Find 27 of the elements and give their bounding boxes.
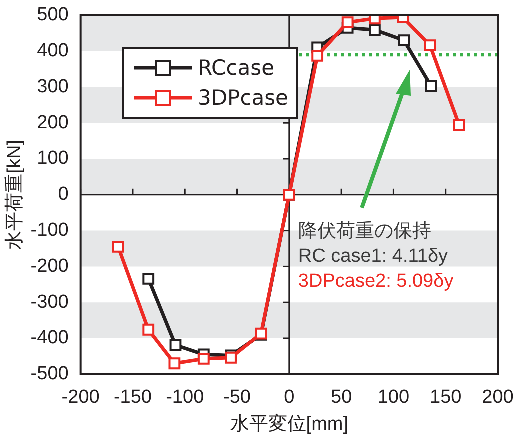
y-tick-label: -500 bbox=[30, 364, 69, 385]
y-tick-label: 0 bbox=[58, 184, 69, 206]
x-tick-label: 0 bbox=[284, 387, 295, 408]
y-tick-label: 200 bbox=[37, 112, 69, 134]
y-tick-label: -300 bbox=[30, 292, 69, 313]
x-tick-label: 150 bbox=[430, 387, 462, 408]
y-tick-label: 100 bbox=[37, 148, 69, 170]
y-tick-label: -200 bbox=[30, 256, 69, 277]
legend-label: RCcase bbox=[198, 56, 274, 80]
y-tick-label: 300 bbox=[37, 76, 69, 98]
annotation: 3DPcase2: 5.09δy bbox=[298, 271, 454, 292]
x-tick-label: -150 bbox=[114, 387, 152, 408]
x-tick-label: 200 bbox=[482, 387, 514, 408]
y-tick-label: -100 bbox=[30, 220, 69, 242]
x-tick-label: -200 bbox=[62, 387, 100, 408]
y-axis-title: 水平荷重[kN] bbox=[4, 140, 26, 250]
x-tick-label: 100 bbox=[378, 387, 410, 408]
annotation: 降伏荷重の保持 bbox=[298, 221, 432, 242]
y-tick-label: 400 bbox=[37, 40, 69, 62]
x-tick-label: -50 bbox=[224, 387, 251, 408]
x-tick-label: 50 bbox=[330, 387, 352, 408]
y-tick-label: 500 bbox=[37, 4, 69, 26]
y-tick-label: -400 bbox=[30, 328, 69, 349]
legend-label: 3DPcase bbox=[198, 86, 288, 110]
annotation: RC case1: 4.11δy bbox=[298, 246, 449, 268]
x-tick-label: -100 bbox=[166, 387, 204, 408]
x-axis-title: 水平変位[mm] bbox=[230, 412, 349, 435]
